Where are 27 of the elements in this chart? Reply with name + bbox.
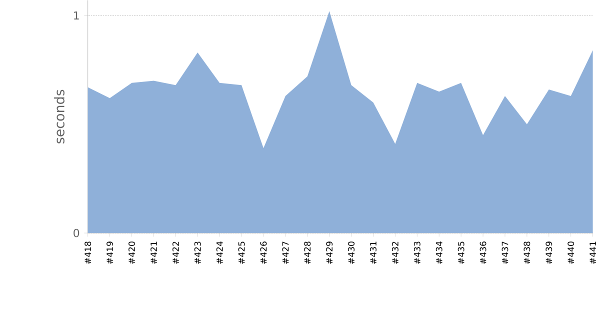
- x-tick-label: #419: [106, 242, 114, 264]
- x-tick-label: #434: [436, 241, 442, 264]
- x-tick-label: #440: [568, 241, 574, 264]
- y-tick-label: 0: [74, 228, 80, 238]
- x-tick-label: #425: [238, 242, 245, 264]
- x-tick-label: #439: [546, 242, 552, 264]
- x-tick-label: #423: [194, 242, 201, 264]
- x-tick-label: #428: [304, 241, 311, 264]
- x-tick-label: #431: [370, 242, 376, 264]
- x-tick-label: #420: [128, 241, 135, 264]
- x-tick-label: #438: [524, 241, 530, 264]
- x-tick-label: #432: [392, 242, 398, 264]
- x-tick-label: #441: [590, 242, 596, 264]
- x-tick-label: #418: [84, 241, 92, 264]
- x-tick-label: #437: [502, 242, 508, 264]
- x-tick-label: #421: [150, 242, 157, 264]
- x-tick-label: #426: [260, 241, 267, 264]
- x-tick-label: #435: [458, 242, 464, 264]
- x-tick-label: #433: [414, 242, 420, 264]
- x-tick-label: #427: [282, 242, 289, 264]
- y-axis-title: seconds: [54, 90, 64, 144]
- x-tick-label: #429: [326, 242, 333, 264]
- x-tick-label: #422: [172, 242, 179, 264]
- x-tick-label: #424: [216, 241, 223, 264]
- x-tick-label: #436: [480, 241, 486, 264]
- y-tick-label: 1: [74, 11, 79, 20]
- x-tick-label: #430: [348, 241, 355, 264]
